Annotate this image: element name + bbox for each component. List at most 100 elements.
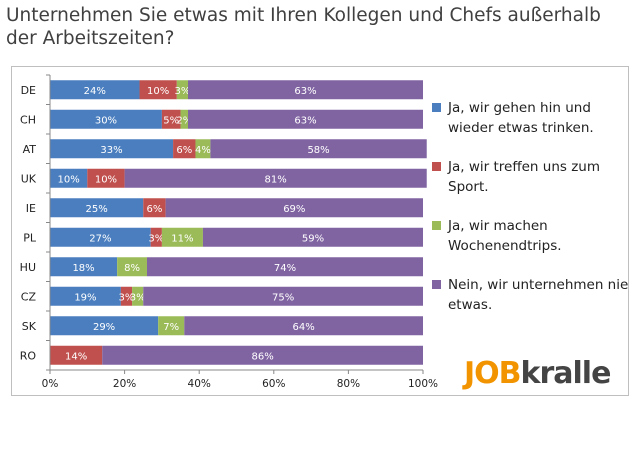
category-label-ch: CH [20,113,36,126]
bar-segment-de-series-2 [139,80,177,100]
bar-segment-at-series-4 [210,139,427,159]
x-tick-label: 20% [113,378,136,390]
legend-item-3: Ja, wir machen Wochenendtrips. [432,216,632,256]
bar-segment-at-series-1 [50,139,174,159]
bar-segment-de-series-4 [188,80,423,100]
bar-segment-uk-series-4 [124,168,427,188]
bar-segment-hu-series-1 [50,257,118,277]
data-label-ch-series-2: 5% [163,115,179,126]
bar-segment-cz-series-1 [50,286,121,306]
data-label-sk-series-4: 64% [293,322,315,333]
bar-segment-ch-series-4 [188,109,423,129]
bar-segment-pl-series-2 [150,227,162,247]
bar-segment-ie-series-1 [50,198,144,218]
legend-label: Ja, wir gehen hin und wieder etwas trink… [448,100,594,136]
logo-text-kralle: kralle [520,356,612,391]
data-label-sk-series-3: 7% [163,322,179,333]
category-label-hu: HU [20,261,36,274]
x-tick-label: 80% [337,378,360,390]
bar-segment-ie-series-2 [143,198,166,218]
data-label-hu-series-1: 18% [72,263,94,274]
data-label-at-series-2: 6% [176,145,192,156]
bar-segment-ie-series-4 [165,198,423,218]
data-label-sk-series-1: 29% [93,322,115,333]
legend-label: Ja, wir treffen uns zum Sport. [448,159,601,195]
data-label-ro-series-4: 86% [251,351,273,362]
legend-swatch [432,162,441,171]
category-label-ro: RO [20,349,37,362]
chart-frame [11,66,629,396]
data-label-cz-series-1: 19% [74,292,96,303]
category-label-ie: IE [26,202,36,215]
category-label-sk: SK [22,320,37,333]
bar-segment-cz-series-2 [120,286,133,306]
x-tick-label: 100% [408,378,438,390]
x-tick-label: 60% [262,378,285,390]
category-label-de: DE [21,84,36,97]
bar-segment-hu-series-4 [146,257,424,277]
data-label-pl-series-2: 3% [148,233,164,244]
bar-segment-at-series-3 [195,139,211,159]
bar-segment-hu-series-3 [117,257,147,277]
legend-swatch [432,103,441,112]
data-label-uk-series-2: 10% [95,174,117,185]
data-label-ch-series-3: 2% [176,115,192,126]
x-tick-label: 40% [188,378,211,390]
bar-segment-pl-series-4 [202,227,423,247]
data-label-ie-series-4: 69% [283,204,305,215]
category-label-pl: PL [23,231,37,244]
legend-label: Nein, wir unternehmen nie etwas. [448,277,629,313]
bar-segment-ch-series-1 [50,109,162,129]
data-label-at-series-1: 33% [100,145,122,156]
data-label-pl-series-4: 59% [302,233,324,244]
data-label-cz-series-3: 3% [130,292,146,303]
bar-segment-pl-series-1 [50,227,151,247]
data-label-ro-series-2: 14% [65,351,87,362]
data-label-de-series-1: 24% [84,86,106,97]
bar-segment-at-series-2 [173,139,196,159]
data-label-uk-series-4: 81% [265,174,287,185]
data-label-de-series-3: 3% [174,86,190,97]
category-label-cz: CZ [21,290,37,303]
bar-segment-pl-series-3 [161,227,203,247]
bar-segment-cz-series-4 [143,286,423,306]
data-label-at-series-3: 4% [195,145,211,156]
data-label-de-series-4: 63% [294,86,316,97]
data-label-at-series-4: 58% [307,145,329,156]
legend-item-2: Ja, wir treffen uns zum Sport. [432,157,632,197]
data-label-uk-series-1: 10% [58,174,80,185]
legend-item-1: Ja, wir gehen hin und wieder etwas trink… [432,98,632,138]
data-label-ch-series-1: 30% [95,115,117,126]
bar-segment-de-series-3 [176,80,189,100]
legend-item-4: Nein, wir unternehmen nie etwas. [432,275,632,315]
bar-segment-uk-series-2 [87,168,125,188]
data-label-cz-series-4: 75% [272,292,294,303]
legend-label: Ja, wir machen Wochenendtrips. [448,218,562,254]
jobkralle-logo: JOBkralle [464,356,612,392]
category-label-at: AT [23,143,37,156]
legend-swatch [432,221,441,230]
data-label-ie-series-2: 6% [147,204,163,215]
category-label-uk: UK [21,172,37,185]
bar-segment-ch-series-3 [180,109,189,129]
bar-segment-cz-series-3 [132,286,144,306]
data-label-hu-series-3: 8% [124,263,140,274]
data-label-pl-series-3: 11% [171,233,193,244]
data-label-ch-series-4: 63% [294,115,316,126]
legend-swatch [432,280,441,289]
bar-segment-ro-series-2 [50,345,103,365]
bar-segment-sk-series-4 [184,316,423,336]
bar-segment-ch-series-2 [161,109,181,129]
data-label-de-series-2: 10% [147,86,169,97]
data-label-ie-series-1: 25% [86,204,108,215]
logo-text-job: JOB [464,356,522,391]
bar-segment-sk-series-1 [50,316,159,336]
data-label-hu-series-4: 74% [274,263,296,274]
x-tick-label: 0% [42,378,59,390]
chart-legend: Ja, wir gehen hin und wieder etwas trink… [432,98,632,334]
bar-segment-ro-series-4 [102,345,423,365]
bar-segment-de-series-1 [50,80,140,100]
chart-title: Unternehmen Sie etwas mit Ihren Kollegen… [6,5,601,49]
data-label-pl-series-1: 27% [89,233,111,244]
